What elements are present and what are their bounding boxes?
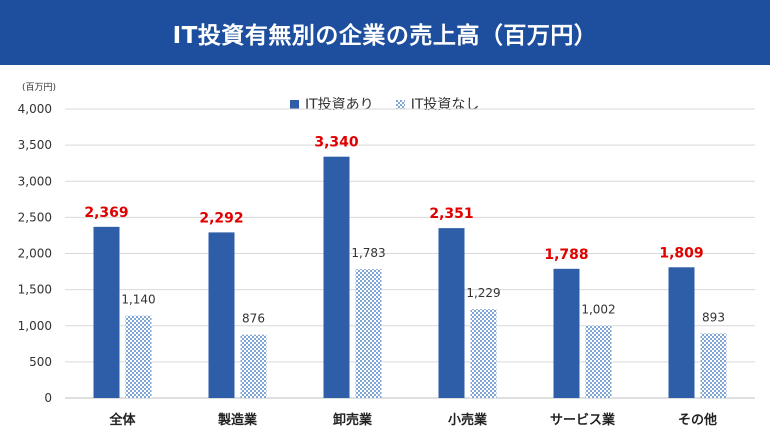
bar-with-it xyxy=(553,268,580,398)
data-label-with-it: 1,809 xyxy=(659,245,703,261)
x-category-label: 卸売業 xyxy=(333,412,373,428)
y-tick-label: 3,500 xyxy=(18,138,52,152)
y-tick-label: 2,500 xyxy=(18,210,52,224)
x-category-label: 製造業 xyxy=(217,412,258,428)
bar-with-it xyxy=(323,156,350,398)
data-label-without-it: 1,002 xyxy=(581,303,615,317)
legend-swatch-solid xyxy=(290,99,299,109)
data-label-without-it: 1,783 xyxy=(351,246,385,260)
data-label-without-it: 1,140 xyxy=(121,293,155,307)
data-label-with-it: 1,788 xyxy=(544,247,588,263)
x-category-label: サービス業 xyxy=(550,412,616,428)
y-tick-label: 2,000 xyxy=(18,247,52,261)
bar-with-it xyxy=(438,228,465,398)
bar-without-it xyxy=(125,315,152,398)
title-bar: IT投資有無別の企業の売上高（百万円） xyxy=(0,0,770,65)
y-tick-label: 3,000 xyxy=(18,174,52,188)
x-category-label: その他 xyxy=(678,412,717,428)
bar-without-it xyxy=(585,325,612,398)
x-category-label: 小売業 xyxy=(448,412,488,428)
y-tick-label: 1,000 xyxy=(18,319,52,333)
data-label-with-it: 2,369 xyxy=(84,205,128,221)
bar-with-it xyxy=(93,226,120,398)
y-tick-label: 4,000 xyxy=(18,102,52,116)
x-category-label: 全体 xyxy=(108,412,136,428)
bar-without-it xyxy=(240,334,267,398)
y-axis-unit-label: (百万円) xyxy=(22,83,57,93)
legend-swatch-pattern xyxy=(395,99,405,109)
bar-without-it xyxy=(470,309,497,398)
data-label-with-it: 3,340 xyxy=(314,135,359,151)
y-tick-label: 1,500 xyxy=(18,283,52,297)
data-label-with-it: 2,351 xyxy=(429,206,473,222)
y-tick-label: 500 xyxy=(29,355,52,369)
bar-without-it xyxy=(355,269,382,398)
chart-title: IT投資有無別の企業の売上高（百万円） xyxy=(172,22,598,49)
bar-with-it xyxy=(668,267,695,398)
data-label-with-it: 2,292 xyxy=(199,210,243,226)
y-tick-label: 0 xyxy=(44,391,52,405)
data-label-without-it: 1,229 xyxy=(466,286,500,300)
bar-with-it xyxy=(208,232,235,398)
data-label-without-it: 893 xyxy=(702,310,725,324)
data-label-without-it: 876 xyxy=(242,312,265,326)
bar-without-it xyxy=(700,333,727,398)
